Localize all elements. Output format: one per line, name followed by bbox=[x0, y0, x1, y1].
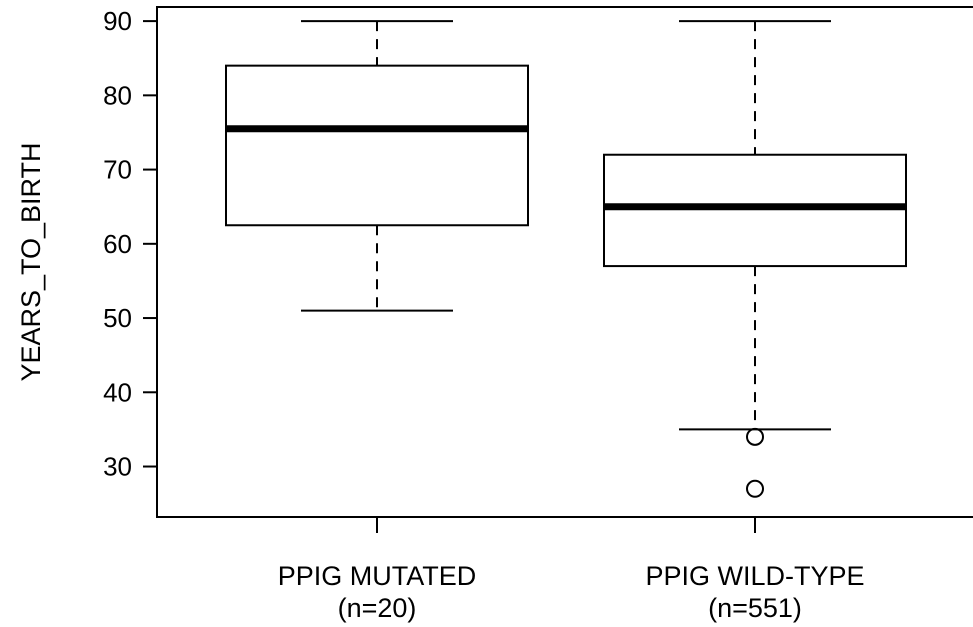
y-axis-label: YEARS_TO_BIRTH bbox=[16, 142, 46, 381]
y-tick-label: 70 bbox=[103, 155, 132, 185]
y-tick-label: 90 bbox=[103, 6, 132, 36]
box-group bbox=[603, 20, 907, 498]
y-tick-label: 30 bbox=[103, 452, 132, 482]
x-tick-label: PPIG WILD-TYPE bbox=[645, 561, 864, 591]
box-group bbox=[225, 20, 529, 312]
y-axis: 30 40 50 60 70 80 90 bbox=[103, 6, 157, 482]
outlier-point bbox=[746, 479, 764, 498]
boxes bbox=[225, 20, 907, 498]
plot-frame bbox=[156, 6, 973, 518]
y-tick-label: 50 bbox=[103, 303, 132, 333]
y-tick-label: 80 bbox=[103, 80, 132, 110]
iqr-box bbox=[603, 153, 907, 268]
x-axis: PPIG MUTATED(n=20) PPIG WILD-TYPE(n=551) bbox=[278, 517, 865, 623]
x-tick-sublabel: (n=20) bbox=[338, 593, 417, 623]
y-tick-label: 60 bbox=[103, 229, 132, 259]
x-tick-label: PPIG MUTATED bbox=[278, 561, 477, 591]
outlier-point bbox=[746, 427, 764, 446]
x-tick-sublabel: (n=551) bbox=[708, 593, 802, 623]
iqr-box bbox=[225, 64, 529, 227]
y-tick-label: 40 bbox=[103, 377, 132, 407]
